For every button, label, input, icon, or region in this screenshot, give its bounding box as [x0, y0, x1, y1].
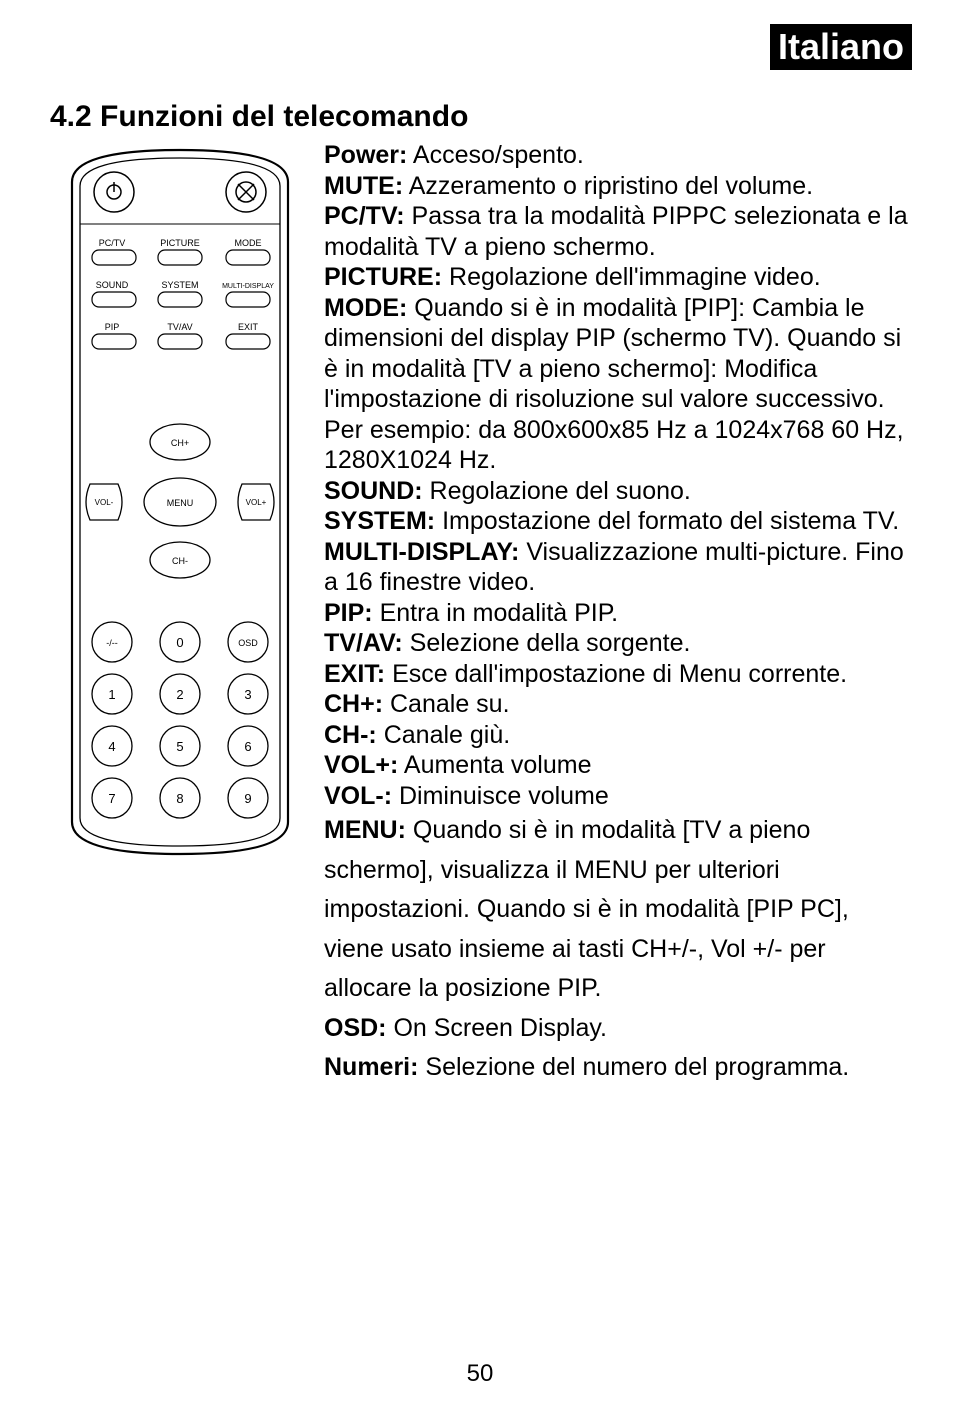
entry-label: SOUND:: [324, 477, 423, 505]
label-system: SYSTEM: [161, 280, 198, 290]
content-row: PC/TV PICTURE MODE SOUND SYSTEM MULTI-DI…: [50, 140, 910, 1088]
entry-13: VOL+: Aumenta volume: [324, 750, 910, 781]
entry-text: Aumenta volume: [398, 751, 591, 779]
entry-text: Selezione del numero del programma.: [418, 1053, 849, 1081]
entry-text: Quando si è in modalità [PIP]: Cambia le…: [324, 294, 904, 475]
description-text: Power: Acceso/spento.MUTE: Azzeramento o…: [324, 140, 910, 1088]
entry-label: TV/AV:: [324, 629, 403, 657]
keypad-7: 7: [108, 791, 115, 806]
keypad-5: 5: [176, 739, 183, 754]
entry-text: Azzeramento o ripristino del volume.: [403, 172, 813, 200]
entry-10: EXIT: Esce dall'impostazione di Menu cor…: [324, 659, 910, 690]
entry-label: VOL-:: [324, 782, 392, 810]
entry-label: PICTURE:: [324, 263, 442, 291]
language-badge: Italiano: [770, 24, 912, 70]
nav-left: VOL-: [95, 498, 114, 507]
keypad-osd: OSD: [238, 638, 258, 648]
entry-label: EXIT:: [324, 660, 385, 688]
entry-label: SYSTEM:: [324, 507, 435, 535]
entry-label: MODE:: [324, 294, 407, 322]
entry-label: MUTE:: [324, 172, 403, 200]
spaced-entry-1: OSD: On Screen Display.: [324, 1009, 910, 1049]
keypad-4: 4: [108, 739, 115, 754]
nav-center: MENU: [167, 498, 194, 508]
entry-6: SYSTEM: Impostazione del formato del sis…: [324, 506, 910, 537]
entry-11: CH+: Canale su.: [324, 689, 910, 720]
spaced-entry-2: Numeri: Selezione del numero del program…: [324, 1048, 910, 1088]
entry-label: CH-:: [324, 721, 377, 749]
entry-0: Power: Acceso/spento.: [324, 140, 910, 171]
entry-text: Impostazione del formato del sistema TV.: [435, 507, 899, 535]
keypad-0: 0: [176, 635, 183, 650]
entry-label: VOL+:: [324, 751, 398, 779]
entry-7: MULTI-DISPLAY: Visualizzazione multi-pic…: [324, 537, 910, 598]
keypad-8: 8: [176, 791, 183, 806]
entry-label: MULTI-DISPLAY:: [324, 538, 519, 566]
entry-text: On Screen Display.: [387, 1014, 607, 1042]
keypad-dash: -/--: [106, 638, 118, 648]
entry-2: PC/TV: Passa tra la modalità PIPPC selez…: [324, 201, 910, 262]
entry-text: Regolazione dell'immagine video.: [442, 263, 821, 291]
entry-text: Selezione della sorgente.: [403, 629, 691, 657]
entry-9: TV/AV: Selezione della sorgente.: [324, 628, 910, 659]
nav-up: CH+: [171, 438, 189, 448]
label-exit: EXIT: [238, 322, 259, 332]
entry-text: Regolazione del suono.: [423, 477, 691, 505]
entry-label: MENU:: [324, 816, 406, 844]
entry-5: SOUND: Regolazione del suono.: [324, 476, 910, 507]
entry-text: Canale giù.: [377, 721, 510, 749]
entry-label: CH+:: [324, 690, 383, 718]
spaced-entry-0: MENU: Quando si è in modalità [TV a pien…: [324, 811, 910, 1009]
section-title: 4.2 Funzioni del telecomando: [50, 100, 910, 134]
entry-text: Acceso/spento.: [407, 141, 584, 169]
label-picture: PICTURE: [160, 238, 200, 248]
entry-label: Power:: [324, 141, 407, 169]
entry-label: Numeri:: [324, 1053, 418, 1081]
keypad-3: 3: [244, 687, 251, 702]
entry-text: Entra in modalità PIP.: [373, 599, 619, 627]
entry-label: OSD:: [324, 1014, 387, 1042]
nav-down: CH-: [172, 556, 188, 566]
entry-8: PIP: Entra in modalità PIP.: [324, 598, 910, 629]
page-number: 50: [0, 1360, 960, 1388]
entry-text: Esce dall'impostazione di Menu corrente.: [385, 660, 847, 688]
nav-right: VOL+: [246, 498, 267, 507]
label-multidisplay: MULTI-DISPLAY: [222, 283, 274, 290]
keypad-2: 2: [176, 687, 183, 702]
entry-label: PIP:: [324, 599, 373, 627]
entry-4: MODE: Quando si è in modalità [PIP]: Cam…: [324, 293, 910, 476]
keypad-1: 1: [108, 687, 115, 702]
label-sound: SOUND: [96, 280, 129, 290]
label-tvav: TV/AV: [167, 322, 192, 332]
entry-3: PICTURE: Regolazione dell'immagine video…: [324, 262, 910, 293]
label-pctv: PC/TV: [99, 238, 126, 248]
entry-12: CH-: Canale giù.: [324, 720, 910, 751]
entry-14: VOL-: Diminuisce volume: [324, 781, 910, 812]
entry-text: Canale su.: [383, 690, 509, 718]
entry-text: Diminuisce volume: [392, 782, 609, 810]
keypad-9: 9: [244, 791, 251, 806]
entry-label: PC/TV:: [324, 202, 405, 230]
remote-illustration: PC/TV PICTURE MODE SOUND SYSTEM MULTI-DI…: [50, 140, 310, 1088]
keypad-6: 6: [244, 739, 251, 754]
label-mode: MODE: [235, 238, 262, 248]
label-pip: PIP: [105, 322, 120, 332]
entry-1: MUTE: Azzeramento o ripristino del volum…: [324, 171, 910, 202]
entry-text: Passa tra la modalità PIPPC selezionata …: [324, 202, 908, 261]
